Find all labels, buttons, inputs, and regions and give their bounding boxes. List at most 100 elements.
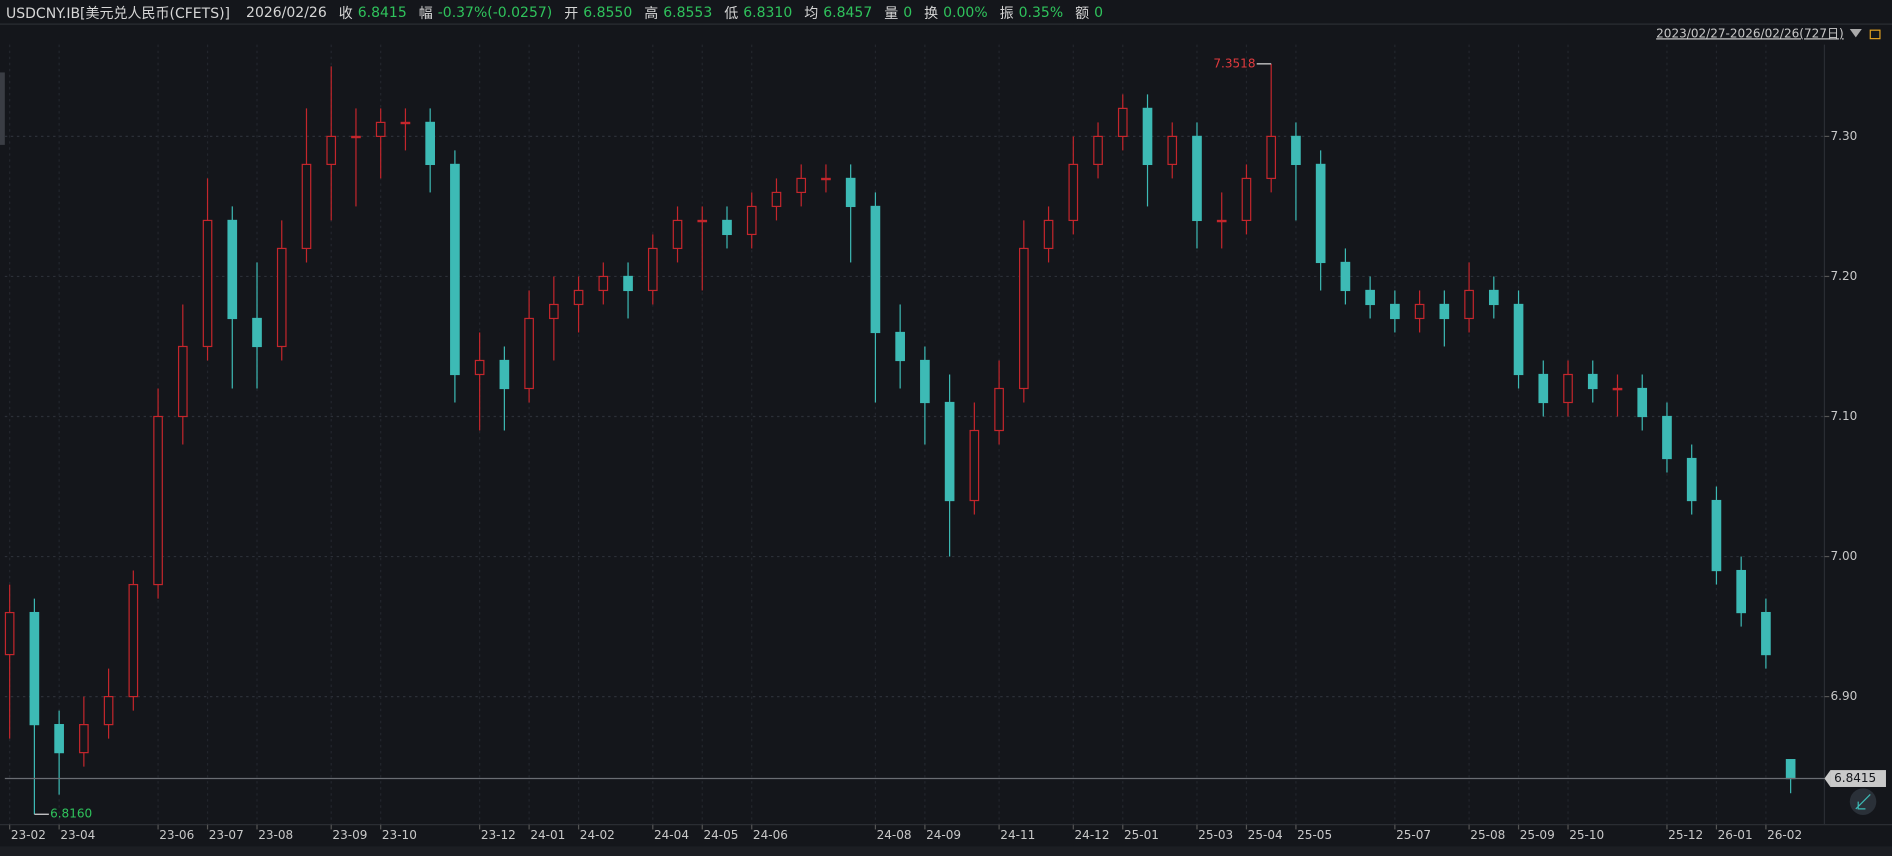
scroll-handle xyxy=(0,72,5,145)
candle-body xyxy=(969,429,980,502)
x-tick-label: 23-10 xyxy=(382,828,417,842)
x-tick-label: 24-02 xyxy=(580,828,615,842)
x-tick-label: 24-12 xyxy=(1075,828,1110,842)
y-tick-label: 6.90 xyxy=(1830,689,1857,703)
quote-value: 0.00% xyxy=(943,5,988,21)
candle-body xyxy=(672,219,683,250)
quote-label: 振 xyxy=(999,6,1014,22)
quote-date: 2026/02/26 xyxy=(246,5,327,21)
quote-label: 换 xyxy=(924,6,939,22)
candle-body xyxy=(1464,289,1474,320)
candle-body xyxy=(4,611,15,656)
candle-body xyxy=(474,359,485,376)
candle-body xyxy=(722,219,732,236)
candle-body xyxy=(746,205,757,236)
candle-body xyxy=(1513,303,1524,376)
candle-body xyxy=(301,163,312,250)
last-price-box xyxy=(1830,770,1886,787)
x-tick-label: 25-12 xyxy=(1668,828,1703,842)
candle-body xyxy=(1266,135,1277,180)
candle-body xyxy=(177,345,188,418)
candle-body xyxy=(326,135,337,166)
quote-label: 均 xyxy=(804,6,819,22)
candle-body xyxy=(1538,373,1549,404)
candle-body xyxy=(647,247,658,292)
x-tick-label: 25-05 xyxy=(1297,828,1332,842)
quote-value: -0.37%(-0.0257) xyxy=(437,5,553,21)
quote-label: 低 xyxy=(724,6,739,22)
candle-body xyxy=(79,724,89,754)
candle-body xyxy=(425,121,435,166)
x-tick-label: 25-08 xyxy=(1470,828,1505,842)
symbol: USDCNY.IB[美元兑人民币(CFETS)] xyxy=(6,6,231,22)
candle-body xyxy=(549,303,559,320)
x-tick-label: 25-03 xyxy=(1198,828,1233,842)
candle-body xyxy=(351,135,361,139)
candle-body xyxy=(1390,303,1400,320)
x-tick-label: 25-04 xyxy=(1248,828,1283,842)
candle-body xyxy=(1043,219,1054,250)
candle-body xyxy=(1117,107,1128,138)
x-tick-label: 24-09 xyxy=(926,828,961,842)
last-price-label: 6.8415 xyxy=(1834,771,1876,785)
candle-body xyxy=(1167,135,1178,166)
candle-body xyxy=(845,177,856,208)
candle-body xyxy=(1736,569,1746,614)
quote-label: 开 xyxy=(564,6,579,22)
quote-header: USDCNY.IB[美元兑人民币(CFETS)] 2026/02/26 收 6.8… xyxy=(0,0,1892,26)
candle-body xyxy=(573,289,584,306)
x-tick-label: 23-02 xyxy=(11,828,46,842)
x-tick-label: 23-09 xyxy=(332,828,367,842)
candle-body xyxy=(1093,135,1103,166)
x-tick-label: 24-05 xyxy=(703,828,738,842)
candle-body xyxy=(1612,387,1623,391)
x-tick-label: 25-07 xyxy=(1396,828,1431,842)
candle-body xyxy=(1365,289,1375,306)
candle-body xyxy=(202,219,213,348)
date-range[interactable]: 2023/02/27-2026/02/26(727日) xyxy=(1656,26,1844,40)
candle-body xyxy=(1291,135,1301,166)
candle-body xyxy=(796,177,807,194)
candle-body xyxy=(1686,457,1697,502)
x-tick-label: 24-01 xyxy=(530,828,565,842)
quote-label: 收 xyxy=(338,6,353,22)
candle-body xyxy=(1019,247,1029,390)
x-tick-label: 25-09 xyxy=(1520,828,1555,842)
y-tick-label: 7.00 xyxy=(1830,549,1857,563)
x-tick-label: 24-06 xyxy=(753,828,788,842)
lock-icon[interactable] xyxy=(1869,29,1881,40)
quote-value: 0 xyxy=(903,5,913,21)
candle-body xyxy=(1414,303,1425,320)
candle-body xyxy=(1439,303,1450,320)
x-tick-label: 23-06 xyxy=(159,828,194,842)
candle-body xyxy=(450,163,460,376)
range-dropdown[interactable] xyxy=(1849,28,1862,38)
candle-body xyxy=(1785,759,1796,780)
candle-body xyxy=(103,696,114,726)
candle-body xyxy=(697,219,708,223)
quote-label: 高 xyxy=(644,6,659,22)
low-marker-label: 6.8160 xyxy=(50,807,92,821)
candle-body xyxy=(895,331,905,362)
quote-value: 6.8457 xyxy=(823,5,873,21)
candle-body xyxy=(499,359,510,390)
candle-body xyxy=(1315,163,1326,264)
candle-body xyxy=(920,359,930,404)
x-tick-label: 23-07 xyxy=(209,828,244,842)
candle-body xyxy=(54,724,64,754)
last-price-pointer xyxy=(1824,770,1831,787)
candle-body xyxy=(1563,373,1573,404)
candle-body xyxy=(1241,177,1252,222)
x-tick-label: 25-10 xyxy=(1569,828,1604,842)
x-tick-label: 23-04 xyxy=(60,828,95,842)
candle-body xyxy=(944,401,955,502)
x-tick-label: 25-01 xyxy=(1124,828,1159,842)
x-tick-label: 24-08 xyxy=(877,828,912,842)
candle-body xyxy=(1711,499,1722,572)
candle-body xyxy=(1142,107,1153,166)
x-tick-label: 24-04 xyxy=(654,828,689,842)
candle-body xyxy=(623,275,633,292)
quote-label: 量 xyxy=(884,6,899,22)
y-tick-label: 7.20 xyxy=(1830,269,1857,283)
candle-body xyxy=(29,611,40,726)
